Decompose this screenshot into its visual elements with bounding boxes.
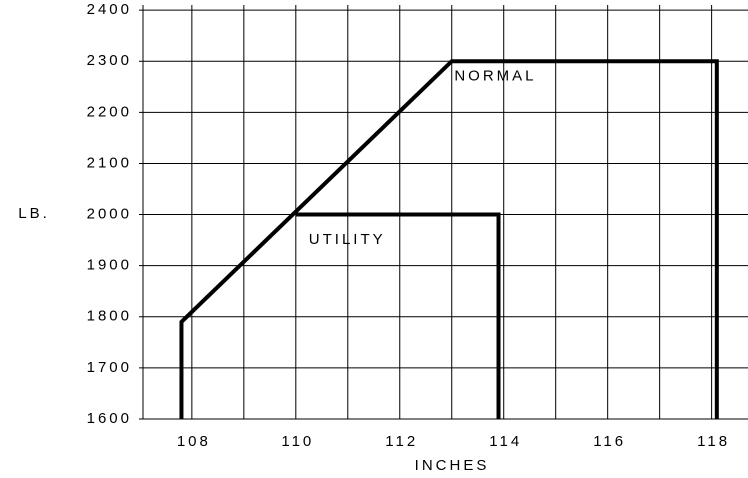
y-axis-label: LB. — [18, 205, 50, 222]
y-tick-label: 2300 — [87, 52, 132, 69]
y-tick-label: 2100 — [87, 154, 132, 171]
y-tick-label: 1900 — [87, 257, 132, 274]
envelope-line — [179, 59, 719, 419]
x-axis-label: INCHES — [415, 457, 490, 474]
y-tick-label: 2000 — [87, 206, 132, 223]
x-tick-label: 110 — [281, 433, 314, 450]
y-tick-label: 2400 — [87, 1, 132, 18]
series-label: UTILITY — [309, 231, 386, 248]
x-tick-label: 118 — [697, 433, 730, 450]
y-tick-label: 1600 — [87, 410, 132, 427]
envelope-line — [295, 212, 501, 419]
x-tick-label: 112 — [385, 433, 418, 450]
x-tick-label: 116 — [593, 433, 626, 450]
y-tick-label: 1700 — [87, 359, 132, 376]
x-tick-label: 108 — [177, 433, 211, 450]
series-label: NORMAL — [454, 68, 536, 85]
y-tick-label: 1800 — [87, 308, 132, 325]
x-tick-label: 114 — [489, 433, 522, 450]
y-tick-label: 2200 — [87, 103, 132, 120]
